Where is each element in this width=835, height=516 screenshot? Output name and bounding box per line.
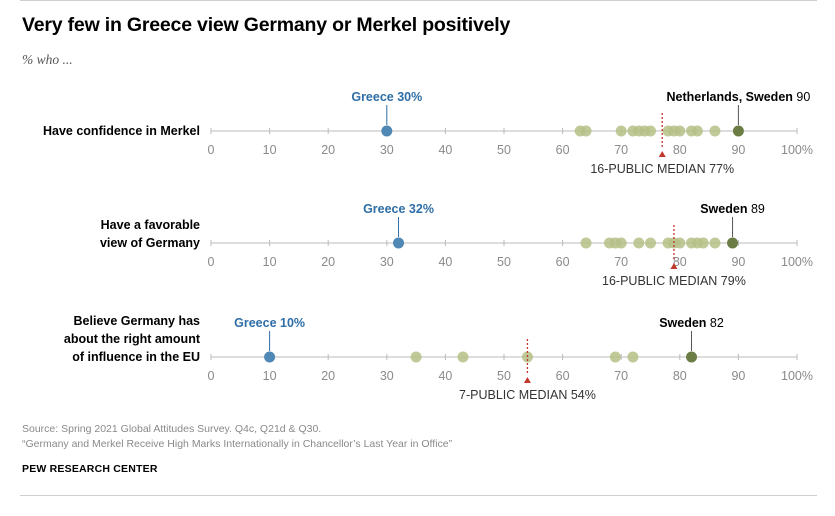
row-label: Have confidence in Merkel: [43, 124, 200, 138]
tick-label: 20: [321, 369, 335, 383]
median-marker: [658, 151, 666, 157]
source-line: Source: Spring 2021 Global Attitudes Sur…: [22, 423, 322, 435]
tick-label: 10: [263, 255, 277, 269]
tick-label: 80: [673, 143, 687, 157]
top-country-dot: [686, 351, 698, 363]
tick-label: 70: [614, 255, 628, 269]
row-label: about the right amount: [64, 332, 201, 346]
chart-subtitle: % who ...: [22, 52, 73, 67]
country-dot: [580, 237, 592, 249]
country-dot: [627, 351, 639, 363]
tick-label: 50: [497, 143, 511, 157]
tick-label: 80: [673, 369, 687, 383]
chart-title: Very few in Greece view Germany or Merke…: [22, 14, 511, 36]
tick-label: 50: [497, 255, 511, 269]
organization-name: PEW RESEARCH CENTER: [22, 463, 158, 475]
tick-label: 20: [321, 255, 335, 269]
tick-label: 100%: [781, 369, 813, 383]
country-dot: [615, 125, 627, 137]
country-dot: [633, 237, 645, 249]
country-dot: [609, 351, 621, 363]
country-dot: [691, 125, 703, 137]
top-rule: [20, 0, 817, 1]
country-dot: [410, 351, 422, 363]
tick-label: 70: [614, 369, 628, 383]
row-label: Have a favorable: [101, 218, 200, 232]
tick-label: 100%: [781, 255, 813, 269]
tick-label: 60: [556, 255, 570, 269]
tick-label: 100%: [781, 143, 813, 157]
country-dot: [645, 125, 656, 137]
tick-label: 90: [731, 369, 745, 383]
tick-label: 0: [208, 255, 215, 269]
top-country-label: Sweden 82: [659, 316, 724, 330]
tick-label: 90: [731, 255, 745, 269]
tick-label: 40: [438, 369, 452, 383]
median-label: 16-PUBLIC MEDIAN 79%: [602, 274, 746, 288]
row-label: of influence in the EU: [72, 350, 200, 364]
tick-label: 70: [614, 143, 628, 157]
top-country-label: Netherlands, Sweden 90: [666, 90, 810, 104]
country-dot: [709, 237, 721, 249]
top-country-label: Sweden 89: [700, 202, 765, 216]
report-title-line: “Germany and Merkel Receive High Marks I…: [22, 438, 453, 450]
top-country-dot: [727, 237, 739, 249]
country-dot: [645, 237, 656, 249]
median-label: 16-PUBLIC MEDIAN 77%: [590, 162, 734, 176]
tick-label: 10: [263, 369, 277, 383]
tick-label: 40: [438, 143, 452, 157]
greece-dot: [393, 237, 405, 249]
row-label: Believe Germany has: [74, 314, 201, 328]
source-note: Source: Spring 2021 Global Attitudes Sur…: [22, 422, 452, 452]
greece-label: Greece 30%: [351, 90, 422, 104]
country-dot: [674, 237, 686, 249]
country-dot: [709, 125, 721, 137]
greece-dot: [381, 125, 393, 137]
greece-label: Greece 32%: [363, 202, 434, 216]
tick-label: 40: [438, 255, 452, 269]
tick-label: 60: [556, 143, 570, 157]
tick-label: 30: [380, 369, 394, 383]
greece-dot: [264, 351, 276, 363]
median-marker: [523, 377, 531, 383]
median-marker: [670, 263, 678, 269]
dot-plot-chart: Have confidence in Merkel 0 10 20 30 40 50 60 70…: [43, 90, 813, 402]
tick-label: 60: [556, 369, 570, 383]
tick-label: 50: [497, 369, 511, 383]
row-label: view of Germany: [100, 236, 200, 250]
median-label: 7-PUBLIC MEDIAN 54%: [459, 388, 596, 402]
country-dot: [697, 237, 709, 249]
country-dot: [615, 237, 627, 249]
tick-label: 0: [208, 143, 215, 157]
tick-label: 20: [321, 143, 335, 157]
country-dot: [674, 125, 686, 137]
tick-label: 30: [380, 255, 394, 269]
tick-label: 90: [731, 143, 745, 157]
country-dot: [580, 125, 592, 137]
country-dot: [457, 351, 469, 363]
tick-label: 0: [208, 369, 215, 383]
bottom-rule: [20, 495, 817, 496]
top-country-dot: [732, 125, 744, 137]
greece-label: Greece 10%: [234, 316, 305, 330]
tick-label: 30: [380, 143, 394, 157]
tick-label: 80: [673, 255, 687, 269]
tick-label: 10: [263, 143, 277, 157]
